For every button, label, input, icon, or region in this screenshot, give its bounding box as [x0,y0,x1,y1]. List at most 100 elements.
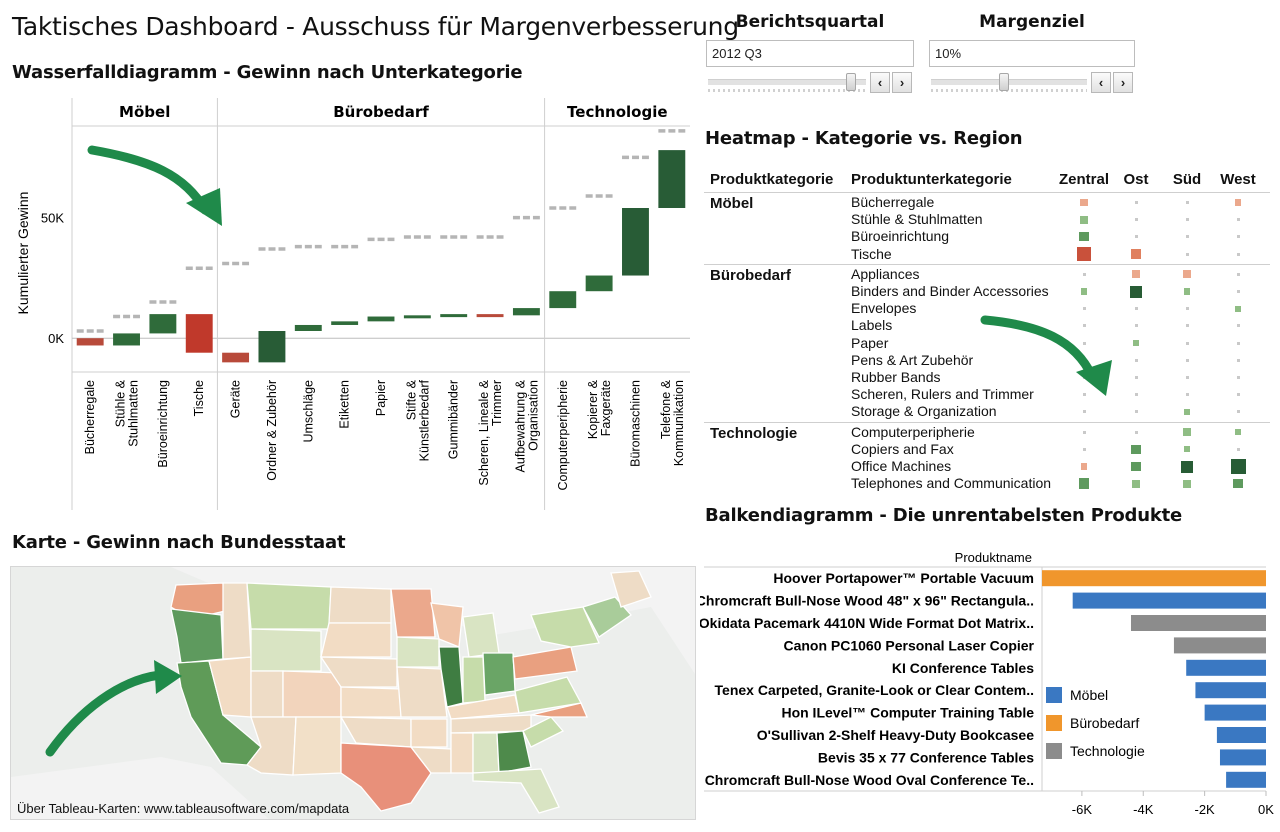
heatmap-cell[interactable] [1082,430,1086,434]
heatmap-cell[interactable] [1082,376,1086,379]
state-indiana[interactable] [462,656,486,704]
heatmap-region-header[interactable]: Süd [1172,171,1202,188]
heatmap-cell[interactable] [1236,410,1240,414]
waterfall-bar[interactable] [76,338,104,346]
heatmap-cell[interactable] [1230,459,1246,474]
waterfall-bar[interactable] [331,321,359,325]
bars-bar[interactable] [1042,570,1266,587]
heatmap-cell[interactable] [1078,478,1090,489]
heatmap-region-header[interactable]: West [1220,171,1256,188]
heatmap-cell[interactable] [1082,393,1086,397]
state-alabama[interactable] [472,732,500,774]
heatmap-cell[interactable] [1134,218,1138,222]
waterfall-bar[interactable] [294,324,322,331]
state-montana[interactable] [246,582,332,630]
state-missouri[interactable] [396,666,448,718]
bars-bar[interactable] [1195,682,1266,699]
waterfall-bar[interactable] [476,314,504,318]
waterfall-bar[interactable] [258,331,286,363]
quarter-next-button[interactable]: › [892,72,912,93]
heatmap-cell[interactable] [1134,201,1138,204]
heatmap-cell[interactable] [1134,393,1138,397]
heatmap-cell[interactable] [1185,324,1189,328]
heatmap-cell[interactable] [1185,376,1189,379]
bars-bar[interactable] [1219,749,1266,766]
heatmap-cell[interactable] [1236,341,1240,345]
legend-swatch[interactable] [1046,715,1062,731]
heatmap-cell[interactable] [1132,479,1140,488]
heatmap-cell[interactable] [1183,428,1191,436]
bars-bar[interactable] [1226,771,1266,788]
map-panel[interactable]: Über Tableau-Karten: www.tableausoftware… [10,566,696,820]
heatmap-cell[interactable] [1132,339,1140,347]
state-michigan[interactable] [462,612,500,658]
heatmap-cell[interactable] [1236,358,1240,362]
bars-bar[interactable] [1216,727,1266,743]
state-pennsylvania[interactable] [512,646,578,680]
state-ohio[interactable] [482,652,516,696]
heatmap-cell[interactable] [1181,460,1193,473]
bars-bar[interactable] [1130,615,1266,631]
quarter-slider-thumb[interactable] [846,73,856,91]
heatmap-cell[interactable] [1185,201,1189,204]
bars-bar[interactable] [1186,659,1266,676]
heatmap-cell[interactable] [1130,285,1142,298]
margin-next-button[interactable]: › [1113,72,1133,93]
state-mississippi[interactable] [450,732,474,774]
heatmap-cell[interactable] [1234,305,1242,312]
heatmap-cell[interactable] [1082,307,1086,311]
heatmap-cell[interactable] [1080,215,1088,224]
heatmap-cell[interactable] [1079,232,1089,242]
state-south-carolina[interactable] [522,716,565,748]
state-arkansas[interactable] [410,718,448,748]
heatmap-cell[interactable] [1236,272,1240,276]
heatmap-cell[interactable] [1134,324,1138,328]
heatmap-cell[interactable] [1082,341,1086,345]
bars-bar[interactable] [1072,592,1266,609]
heatmap-region-header[interactable]: Ost [1123,171,1149,188]
state-south-dakota[interactable] [320,622,392,658]
heatmap-cell[interactable] [1183,288,1191,295]
legend-swatch[interactable] [1046,743,1062,759]
legend-label[interactable]: Technologie [1070,743,1145,759]
waterfall-bar[interactable] [149,314,177,334]
state-new-mexico[interactable] [292,716,342,776]
waterfall-bar[interactable] [622,208,649,276]
state-kansas[interactable] [340,686,402,718]
state-north-dakota[interactable] [328,586,392,624]
heatmap-cell[interactable] [1185,341,1189,345]
waterfall-bar[interactable] [113,333,140,346]
state-oregon[interactable] [170,608,224,664]
heatmap-cell[interactable] [1236,218,1240,222]
bars-bar[interactable] [1204,704,1266,721]
heatmap-cell[interactable] [1082,358,1086,362]
heatmap-cell[interactable] [1183,270,1191,279]
state-oklahoma[interactable] [339,716,412,748]
state-iowa[interactable] [396,636,440,668]
heatmap-cell[interactable] [1183,479,1191,488]
heatmap-cell[interactable] [1132,270,1140,279]
quarter-prev-button[interactable]: ‹ [870,72,890,93]
heatmap-cell[interactable] [1233,479,1243,489]
waterfall-bar[interactable] [222,352,250,363]
heatmap-cell[interactable] [1185,307,1189,311]
heatmap-cell[interactable] [1134,235,1138,239]
heatmap-region-header[interactable]: Zentral [1058,171,1109,188]
legend-label[interactable]: Möbel [1070,687,1108,703]
heatmap-cell[interactable] [1134,376,1138,379]
state-nebraska[interactable] [319,656,398,688]
state-florida[interactable] [472,768,560,814]
quarter-slider-track[interactable] [708,79,866,85]
heatmap-cell[interactable] [1080,463,1088,470]
margin-prev-button[interactable]: ‹ [1091,72,1111,93]
margin-slider-thumb[interactable] [999,73,1009,91]
heatmap-cell[interactable] [1236,393,1240,397]
waterfall-bar[interactable] [367,316,395,322]
heatmap-cell[interactable] [1131,461,1141,472]
waterfall-bar[interactable] [512,308,540,316]
waterfall-chart[interactable]: Möbel Bürobedarf Technologie 0K 50K Kumuliert… [0,90,700,510]
heatmap-chart[interactable]: Produktkategorie Produktunterkategorie Zen… [700,166,1274,491]
heatmap-cell[interactable] [1234,428,1242,436]
heatmap-cell[interactable] [1082,410,1086,414]
heatmap-cell[interactable] [1082,447,1086,451]
